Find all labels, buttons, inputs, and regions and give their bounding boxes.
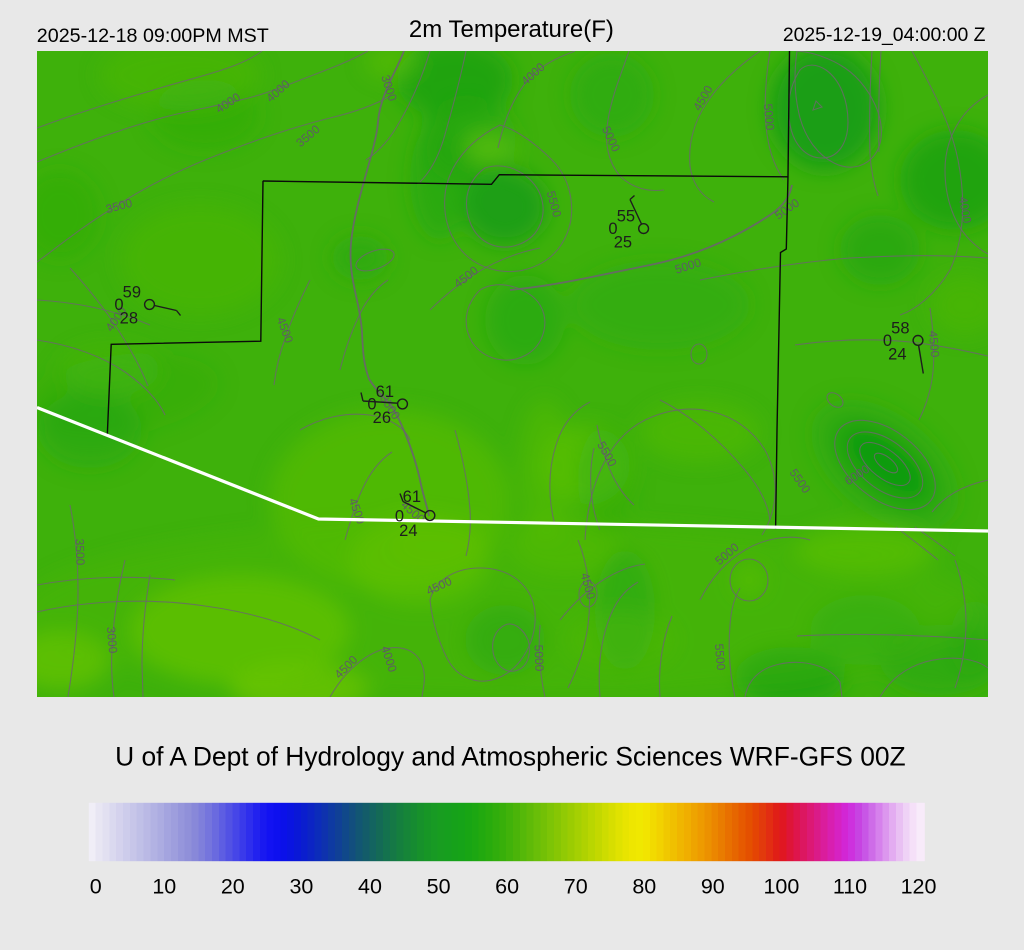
svg-text:110: 110 xyxy=(833,875,867,899)
svg-text:5500: 5500 xyxy=(712,643,728,671)
svg-text:0: 0 xyxy=(883,332,892,350)
svg-text:40: 40 xyxy=(358,875,382,899)
svg-text:3500: 3500 xyxy=(73,538,88,565)
svg-text:U of A Dept of Hydrology and A: U of A Dept of Hydrology and Atmospheric… xyxy=(115,742,906,772)
svg-text:25: 25 xyxy=(614,234,632,252)
svg-text:70: 70 xyxy=(564,875,588,899)
svg-text:5000: 5000 xyxy=(532,644,547,671)
svg-text:3000: 3000 xyxy=(104,626,120,654)
svg-text:55: 55 xyxy=(617,208,635,226)
svg-text:50: 50 xyxy=(427,875,451,899)
svg-text:0: 0 xyxy=(367,396,376,414)
svg-text:80: 80 xyxy=(632,875,656,899)
svg-text:60: 60 xyxy=(495,875,519,899)
svg-text:0: 0 xyxy=(608,220,617,238)
svg-text:30: 30 xyxy=(289,875,313,899)
svg-text:24: 24 xyxy=(888,345,906,363)
svg-text:2m Temperature(F): 2m Temperature(F) xyxy=(409,16,614,43)
svg-text:59: 59 xyxy=(123,284,141,302)
svg-text:26: 26 xyxy=(373,409,391,427)
svg-text:4500: 4500 xyxy=(926,330,942,358)
svg-text:5500: 5500 xyxy=(544,189,565,219)
svg-text:24: 24 xyxy=(399,522,417,540)
svg-text:4500: 4500 xyxy=(578,571,599,601)
svg-text:120: 120 xyxy=(901,875,937,899)
svg-text:28: 28 xyxy=(120,310,138,328)
svg-text:58: 58 xyxy=(891,319,909,337)
svg-text:0: 0 xyxy=(114,296,123,314)
svg-text:2025-12-19_04:00:00 Z: 2025-12-19_04:00:00 Z xyxy=(783,24,986,46)
svg-text:90: 90 xyxy=(701,875,725,899)
svg-text:3500: 3500 xyxy=(104,196,134,217)
svg-text:100: 100 xyxy=(763,875,799,899)
svg-text:10: 10 xyxy=(152,875,176,899)
svg-text:61: 61 xyxy=(403,488,421,506)
svg-text:5000: 5000 xyxy=(761,103,777,131)
svg-text:61: 61 xyxy=(376,383,394,401)
svg-text:4000: 4000 xyxy=(956,196,974,225)
svg-text:2025-12-18 09:00PM MST: 2025-12-18 09:00PM MST xyxy=(37,25,269,47)
svg-text:0: 0 xyxy=(90,875,102,899)
svg-text:20: 20 xyxy=(221,875,245,899)
svg-text:0: 0 xyxy=(395,508,404,526)
